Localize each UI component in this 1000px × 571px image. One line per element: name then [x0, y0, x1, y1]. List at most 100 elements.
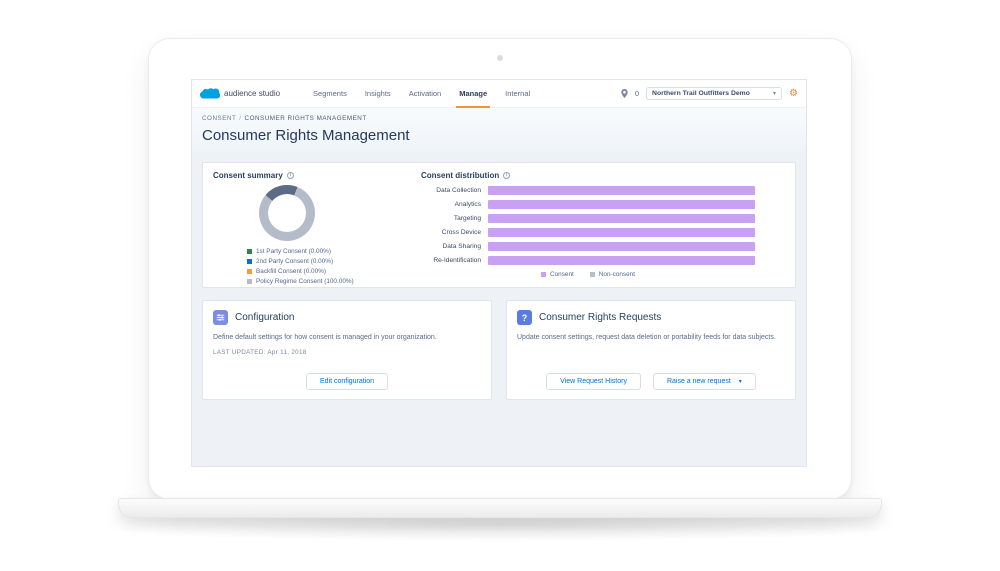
legend-label: 1st Party Consent (0.00%)	[256, 248, 331, 255]
button-label: Edit configuration	[319, 378, 375, 385]
consent-summary-donut	[259, 185, 315, 241]
consent-summary-title: Consent summary i	[213, 171, 405, 180]
configuration-card-title: Configuration	[235, 312, 295, 323]
legend-label: 2nd Party Consent (0.00%)	[256, 258, 334, 265]
configuration-card-header: Configuration	[213, 310, 481, 325]
bar-fill-consent	[488, 186, 755, 195]
requests-card-title: Consumer Rights Requests	[539, 312, 662, 323]
nav-right: 0 Northern Trail Outfitters Demo ▾ ⚙	[621, 87, 798, 100]
requests-buttons: View Request History Raise a new request ▾	[507, 373, 795, 390]
configuration-last-updated: LAST UPDATED: Apr 11, 2018	[213, 349, 307, 357]
donut-legend: 1st Party Consent (0.00%) 2nd Party Conse…	[247, 248, 405, 285]
bar-category-label: Targeting	[453, 215, 481, 222]
bar-category-label: Re-Identification	[433, 257, 481, 264]
laptop-base	[118, 498, 882, 518]
pin-count: 0	[634, 89, 640, 98]
configuration-sliders-icon	[213, 310, 228, 325]
bar-legend-item: Consent	[540, 271, 574, 278]
legend-swatch	[247, 269, 252, 274]
bar-track	[488, 242, 755, 251]
bar-row: Cross Device	[421, 228, 755, 237]
bottom-cards-row: Configuration Define default settings fo…	[202, 300, 796, 400]
bar-legend: Consent Non-consent	[421, 271, 755, 278]
bar-legend-item: Non-consent	[589, 271, 636, 278]
raise-new-request-button[interactable]: Raise a new request ▾	[652, 373, 756, 390]
button-label: Raise a new request	[666, 378, 731, 385]
bar-category-label: Cross Device	[441, 229, 481, 236]
page-title: Consumer Rights Management	[202, 127, 410, 144]
donut-legend-item: Backfill Consent (0.00%)	[247, 268, 405, 275]
bar-category-label: Data Collection	[436, 187, 481, 194]
camera-dot	[497, 55, 503, 61]
nav-item-insights[interactable]: Insights	[364, 89, 391, 98]
configuration-card: Configuration Define default settings fo…	[202, 300, 492, 400]
chevron-down-icon: ▾	[773, 91, 777, 97]
brand-name: audience studio	[224, 89, 281, 98]
laptop-frame: audience studio Segments Insights Activati…	[148, 38, 852, 500]
nav-item-segments[interactable]: Segments	[313, 89, 347, 98]
bar-track	[488, 186, 755, 195]
donut-legend-item: 2nd Party Consent (0.00%)	[247, 258, 405, 265]
info-icon[interactable]: i	[503, 172, 511, 179]
donut-legend-item: 1st Party Consent (0.00%)	[247, 248, 405, 255]
consent-distribution-title-text: Consent distribution	[421, 171, 500, 180]
bar-fill-consent	[488, 228, 755, 237]
org-selector[interactable]: Northern Trail Outfitters Demo ▾	[646, 87, 783, 100]
view-request-history-button[interactable]: View Request History	[546, 373, 641, 390]
salesforce-cloud-icon	[200, 88, 220, 99]
bar-row: Analytics	[421, 200, 755, 209]
pin-icon[interactable]	[621, 89, 628, 98]
page-header: CONSENT / CONSUMER RIGHTS MANAGEMENT Consu…	[192, 108, 806, 152]
button-label: View Request History	[560, 378, 627, 385]
bar-row: Data Sharing	[421, 242, 755, 251]
consumer-rights-requests-card: ? Consumer Rights Requests Update consen…	[506, 300, 796, 400]
nav-item-manage[interactable]: Manage	[450, 80, 496, 108]
bar-row: Targeting	[421, 214, 755, 223]
bar-track	[488, 228, 755, 237]
top-nav: audience studio Segments Insights Activati…	[192, 80, 806, 108]
legend-label: Consent	[549, 271, 574, 278]
breadcrumb: CONSENT / CONSUMER RIGHTS MANAGEMENT	[202, 115, 796, 122]
consent-distribution-title: Consent distribution i	[421, 171, 755, 180]
bar-track	[488, 200, 755, 209]
bar-fill-consent	[488, 256, 755, 265]
nav-item-activation[interactable]: Activation	[408, 89, 442, 98]
donut-hole	[268, 194, 306, 232]
bar-row: Data Collection	[421, 186, 755, 195]
bar-fill-consent	[488, 214, 755, 223]
requests-card-header: ? Consumer Rights Requests	[517, 310, 785, 325]
legend-label: Non-consent	[598, 271, 636, 278]
consent-overview-card: Consent summary i 1st Party Consent (0.0…	[202, 162, 796, 288]
donut-legend-item: Policy Regime Consent (100.00%)	[247, 278, 405, 285]
app-window: audience studio Segments Insights Activati…	[191, 79, 807, 467]
consent-distribution-section: Consent distribution i Data Collection An…	[405, 171, 785, 279]
bar-track	[488, 256, 755, 265]
bar-fill-consent	[488, 200, 755, 209]
gear-icon[interactable]: ⚙	[789, 87, 798, 99]
configuration-buttons: Edit configuration	[203, 373, 491, 390]
edit-configuration-button[interactable]: Edit configuration	[305, 373, 389, 390]
bar-category-label: Analytics	[454, 201, 481, 208]
breadcrumb-current: CONSUMER RIGHTS MANAGEMENT	[244, 115, 367, 122]
nav-item-internal[interactable]: Internal	[505, 89, 531, 98]
nav-items: Segments Insights Activation Manage Internal	[304, 80, 539, 108]
bar-track	[488, 214, 755, 223]
legend-swatch	[540, 272, 546, 277]
consent-summary-title-text: Consent summary	[213, 171, 283, 180]
legend-swatch	[247, 259, 252, 264]
legend-label: Policy Regime Consent (100.00%)	[256, 278, 354, 285]
breadcrumb-parent[interactable]: CONSENT	[202, 115, 237, 122]
legend-label: Backfill Consent (0.00%)	[256, 268, 326, 275]
bar-rows: Data Collection Analytics Targeting Cross D…	[421, 186, 755, 265]
consent-summary-section: Consent summary i 1st Party Consent (0.0…	[213, 171, 405, 285]
info-icon[interactable]: i	[286, 172, 294, 179]
configuration-description: Define default settings for how consent …	[213, 334, 437, 341]
question-shield-icon: ?	[517, 310, 532, 325]
bar-fill-consent	[488, 242, 755, 251]
brand: audience studio	[200, 87, 280, 100]
breadcrumb-separator: /	[239, 115, 242, 122]
bar-row: Re-Identification	[421, 256, 755, 265]
chevron-down-icon: ▾	[738, 379, 742, 385]
org-selector-value: Northern Trail Outfitters Demo	[652, 90, 750, 97]
